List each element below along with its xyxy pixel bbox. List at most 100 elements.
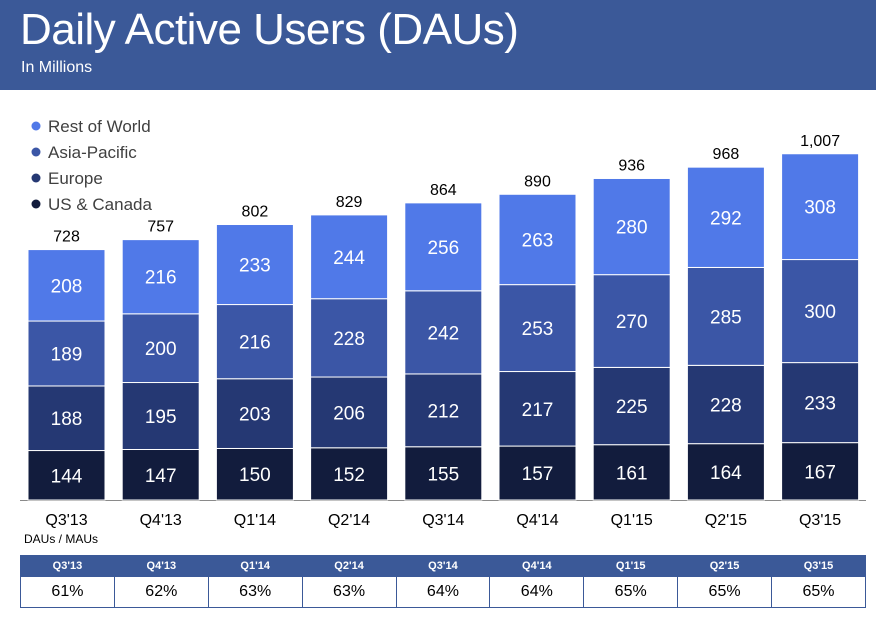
x-tick-label: Q3'15 (799, 512, 841, 529)
bar-segment-asia-pacific (498, 284, 577, 373)
ratio-value-cell: 64% (395, 576, 491, 608)
bar-segment-europe (498, 371, 577, 447)
bar-segment-europe (404, 373, 483, 448)
bar-segment-europe (310, 376, 389, 449)
data-label-europe: 195 (145, 407, 177, 428)
data-label-asia-pacific: 285 (710, 307, 742, 328)
ratio-header-cell: Q3'13 (20, 555, 115, 577)
ratio-header-cell: Q3'15 (771, 555, 866, 577)
legend-label-europe: Europe (48, 169, 103, 188)
bar-segment-rest-of-world (404, 202, 483, 292)
data-label-us-canada: 152 (333, 465, 365, 486)
data-label-asia-pacific: 189 (51, 344, 83, 365)
bar-segment-europe (592, 366, 671, 446)
bar-segment-us-canada (686, 443, 765, 501)
ratio-value-cell: 63% (301, 576, 397, 608)
bar-segment-asia-pacific (781, 259, 860, 364)
ratio-header-cell: Q1'15 (583, 555, 679, 577)
data-label-asia-pacific: 242 (427, 323, 459, 344)
ratio-table-label: DAUs / MAUs (24, 532, 99, 546)
ratio-table-header-row: Q3'13 Q4'13 Q1'14 Q2'14 Q3'14 Q4'14 Q1'15 Q2'15… (20, 555, 866, 577)
bar-segment-asia-pacific (215, 304, 294, 380)
data-label-us-canada: 155 (427, 464, 459, 485)
x-tick-label: Q2'15 (705, 512, 747, 529)
data-label-us-canada: 147 (145, 466, 177, 487)
data-label-rest-of-world: 256 (427, 238, 459, 259)
bar-segment-rest-of-world (686, 166, 765, 268)
data-label-europe: 228 (710, 396, 742, 417)
legend-label-rest-of-world: Rest of World (48, 117, 151, 136)
data-label-rest-of-world: 208 (51, 276, 83, 297)
data-label-asia-pacific: 200 (145, 339, 177, 360)
bar-segment-us-canada (27, 450, 106, 501)
bar-segment-europe (215, 378, 294, 449)
data-label-europe: 233 (804, 394, 836, 415)
bar-segment-us-canada (121, 449, 200, 501)
bar-total-label: 890 (524, 173, 551, 190)
bar-segment-us-canada (404, 446, 483, 501)
ratio-value-cell: 63% (207, 576, 303, 608)
bar-segment-us-canada (498, 445, 577, 501)
x-tick-label: Q1'14 (234, 512, 276, 529)
x-tick-label: Q3'14 (422, 512, 464, 529)
data-label-us-canada: 164 (710, 463, 742, 484)
ratio-value-cell: 65% (677, 576, 772, 608)
x-tick-label: Q2'14 (328, 512, 370, 529)
bar-segment-asia-pacific (686, 266, 765, 366)
bar-segment-us-canada (310, 447, 389, 501)
legend-label-us-canada: US & Canada (48, 195, 152, 214)
ratio-value-cell: 65% (771, 576, 866, 608)
ratio-header-cell: Q4'13 (113, 555, 209, 577)
ratio-value-cell: 65% (583, 576, 679, 608)
data-label-rest-of-world: 244 (333, 248, 365, 269)
bar-total-label: 802 (242, 204, 269, 221)
bar-segment-rest-of-world (310, 214, 389, 300)
x-tick-label: Q4'14 (516, 512, 558, 529)
bar-segment-europe (121, 382, 200, 451)
bar-segment-europe (686, 364, 765, 445)
bar-segment-rest-of-world (215, 224, 294, 306)
ratio-header-cell: Q1'14 (207, 555, 303, 577)
bar-segment-rest-of-world (121, 239, 200, 315)
data-label-rest-of-world: 263 (522, 230, 554, 251)
data-label-europe: 212 (427, 401, 459, 422)
data-label-europe: 206 (333, 403, 365, 424)
bar-segment-rest-of-world (592, 177, 671, 276)
legend-marker-rest-of-world (31, 121, 41, 131)
ratio-header-cell: Q2'14 (301, 555, 397, 577)
legend-label-asia-pacific: Asia-Pacific (48, 143, 137, 162)
bar-segment-rest-of-world (781, 153, 860, 261)
bar-total-label: 936 (618, 157, 645, 174)
ratio-table-value-row: 61% 62% 63% 63% 64% 64% 65% 65% 65% (20, 576, 866, 608)
data-label-asia-pacific: 270 (616, 312, 648, 333)
data-label-rest-of-world: 233 (239, 256, 271, 277)
data-label-rest-of-world: 308 (804, 198, 836, 219)
x-tick-label: Q1'15 (611, 512, 653, 529)
legend-marker-asia-pacific (31, 147, 41, 157)
ratio-header-cell: Q4'14 (489, 555, 585, 577)
ratio-value-cell: 64% (489, 576, 585, 608)
bar-segment-rest-of-world (498, 193, 577, 286)
data-label-rest-of-world: 292 (710, 208, 742, 229)
data-label-europe: 188 (51, 409, 83, 430)
data-label-asia-pacific: 216 (239, 333, 271, 354)
dau-mau-ratio-table: Q3'13 Q4'13 Q1'14 Q2'14 Q3'14 Q4'14 Q1'15 Q2'15… (20, 555, 866, 608)
data-label-asia-pacific: 228 (333, 329, 365, 350)
data-label-us-canada: 157 (522, 464, 554, 485)
bar-segment-us-canada (215, 447, 294, 501)
bar-total-label: 1,007 (800, 133, 840, 150)
dau-stacked-bar-chart: 144 188 189 208 728 Q3'13 147 195 200 216 757 Q4'13… (20, 117, 866, 529)
ratio-value-cell: 62% (113, 576, 209, 608)
data-label-us-canada: 167 (804, 462, 836, 483)
bar-segment-rest-of-world (27, 249, 106, 322)
page-title: Daily Active Users (DAUs) (20, 5, 519, 54)
legend-marker-us-canada (31, 199, 41, 209)
ratio-header-cell: Q2'15 (677, 555, 772, 577)
bar-segment-asia-pacific (310, 298, 389, 378)
data-label-us-canada: 144 (51, 466, 83, 487)
bar-total-label: 829 (336, 194, 363, 211)
data-label-asia-pacific: 253 (522, 319, 554, 340)
bar-segment-europe (27, 385, 106, 452)
data-label-europe: 225 (616, 397, 648, 418)
page-subtitle: In Millions (21, 59, 93, 76)
